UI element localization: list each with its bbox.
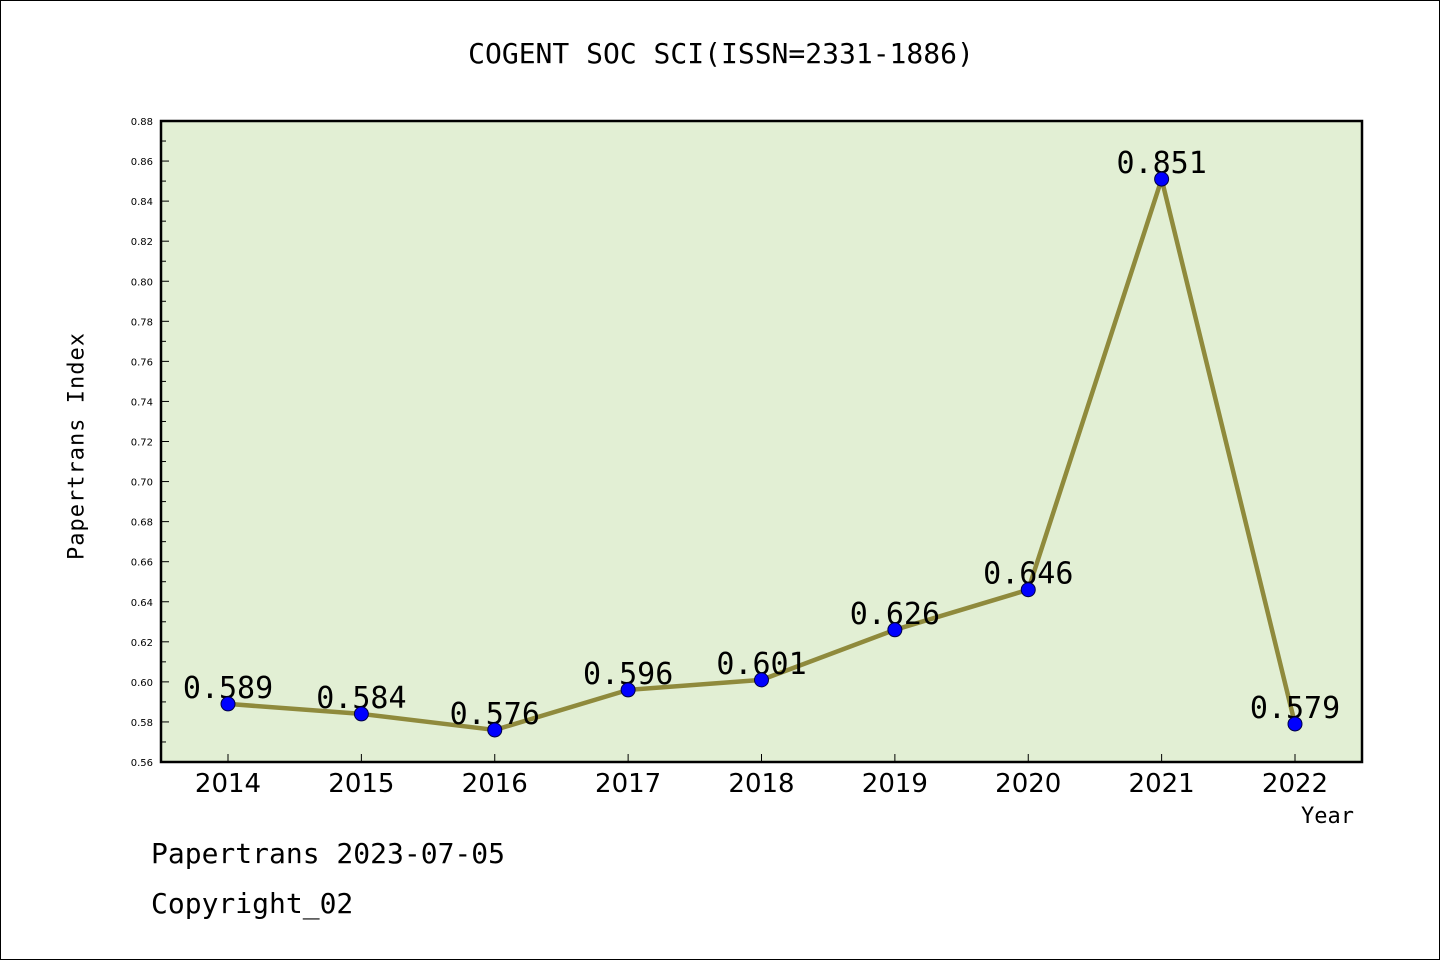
data-point (620, 682, 636, 698)
y-tick-label: 0.72 (131, 438, 153, 449)
y-tick-label: 0.62 (131, 638, 153, 649)
y-tick-label: 0.86 (131, 157, 153, 168)
y-tick-label: 0.78 (131, 317, 153, 328)
y-tick-label: 0.70 (131, 478, 153, 489)
data-point (1154, 171, 1170, 187)
footer-date: Papertrans 2023-07-05 (151, 837, 506, 870)
x-tick-label: 2017 (595, 769, 661, 799)
y-tick-label: 0.88 (131, 117, 153, 128)
x-tick-label: 2014 (195, 769, 261, 799)
data-point (353, 706, 369, 722)
data-point (887, 622, 903, 638)
x-tick-label: 2018 (728, 769, 794, 799)
y-tick-label: 0.84 (131, 197, 153, 208)
y-tick-label: 0.74 (131, 397, 153, 408)
y-tick-label: 0.76 (131, 357, 153, 368)
data-point (1020, 582, 1036, 598)
plot-border (159, 119, 1364, 764)
x-axis-label: Year (1301, 804, 1354, 829)
x-tick-label: 2020 (995, 769, 1061, 799)
x-tick-label: 2019 (862, 769, 928, 799)
y-tick-label: 0.64 (131, 598, 153, 609)
data-point (1287, 716, 1303, 732)
chart-title: COGENT SOC SCI(ISSN=2331-1886) (468, 37, 974, 70)
data-point (754, 672, 769, 688)
footer-copyright: Copyright_02 (151, 887, 354, 920)
x-tick-label: 2015 (328, 769, 394, 799)
y-tick-label: 0.66 (131, 558, 153, 569)
x-tick-label: 2022 (1262, 769, 1328, 799)
data-point (487, 722, 503, 738)
y-tick-label: 0.60 (131, 678, 153, 689)
y-tick-label: 0.58 (131, 718, 153, 729)
y-tick-label: 0.82 (131, 237, 153, 248)
y-tick-label: 0.56 (131, 758, 153, 769)
y-tick-label: 0.80 (131, 277, 153, 288)
data-point (220, 696, 236, 712)
x-tick-label: 2021 (1129, 769, 1195, 799)
x-tick-label: 2016 (462, 769, 528, 799)
plot-area (161, 121, 1362, 762)
y-tick-label: 0.68 (131, 518, 153, 529)
